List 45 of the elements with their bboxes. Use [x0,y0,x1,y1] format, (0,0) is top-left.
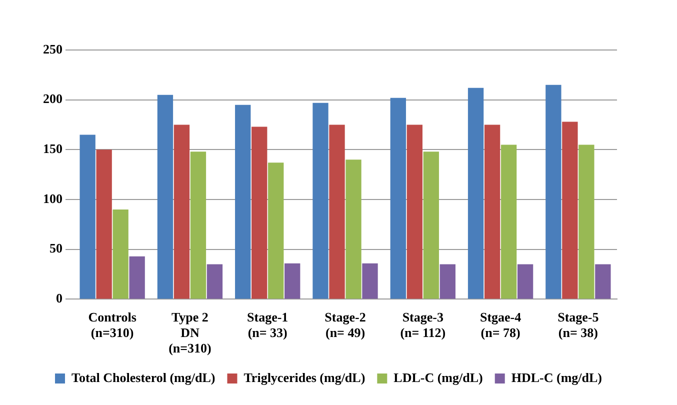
bar [284,263,300,299]
bar [174,124,190,299]
bar [406,124,422,299]
x-tick-label: Controls (n=310) [88,309,136,340]
bar [484,124,500,299]
bar [390,98,406,299]
bar [578,144,594,299]
bar [500,144,517,299]
x-tick-label: Stage-3 (n= 112) [400,309,446,340]
x-tick-label: Stage-2 (n= 49) [324,309,366,340]
bar [252,126,268,299]
bar [312,102,328,299]
legend-label: HDL-C (mg/dL) [511,370,602,385]
x-tick-label: Stage-5 (n= 38) [558,309,600,340]
bar [362,263,378,299]
x-tick-label: Type 2 DN (n=310) [168,309,212,356]
y-tick-label: 100 [43,190,62,206]
bar [190,152,206,299]
bar [440,264,456,299]
bar [517,264,534,299]
bar [268,162,284,299]
bar [546,84,562,299]
y-tick-label: 50 [50,240,62,256]
y-tick-label: 150 [43,141,62,156]
bar [423,152,439,299]
bar [346,160,362,299]
bar [157,94,174,299]
bar [235,104,251,299]
bar [595,264,611,299]
bar [112,209,128,299]
bar [129,256,145,299]
bar [468,88,484,299]
bar [562,122,578,299]
bar [80,134,96,299]
bar [329,124,345,299]
legend-label: Total Cholesterol (mg/dL) [72,370,216,385]
legend-label: LDL-C (mg/dL) [394,370,483,385]
y-tick-label: 0 [56,290,62,306]
x-tick-label: Stage-1 (n= 33) [247,309,288,340]
bar [96,150,112,299]
y-tick-label: 250 [43,41,62,56]
bar [206,264,223,299]
legend-label: Triglycerides (mg/dL) [244,370,366,385]
y-tick-label: 200 [43,91,62,106]
x-tick-label: Stgae-4 (n= 78) [480,309,522,340]
